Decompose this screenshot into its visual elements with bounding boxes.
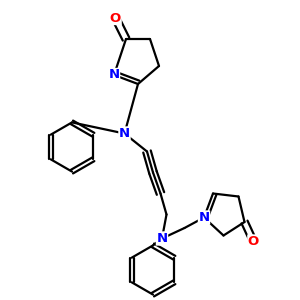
Text: N: N: [198, 211, 210, 224]
Text: N: N: [108, 68, 120, 82]
Text: N: N: [119, 127, 130, 140]
Text: O: O: [110, 11, 121, 25]
Text: O: O: [248, 235, 259, 248]
Text: N: N: [156, 232, 168, 245]
